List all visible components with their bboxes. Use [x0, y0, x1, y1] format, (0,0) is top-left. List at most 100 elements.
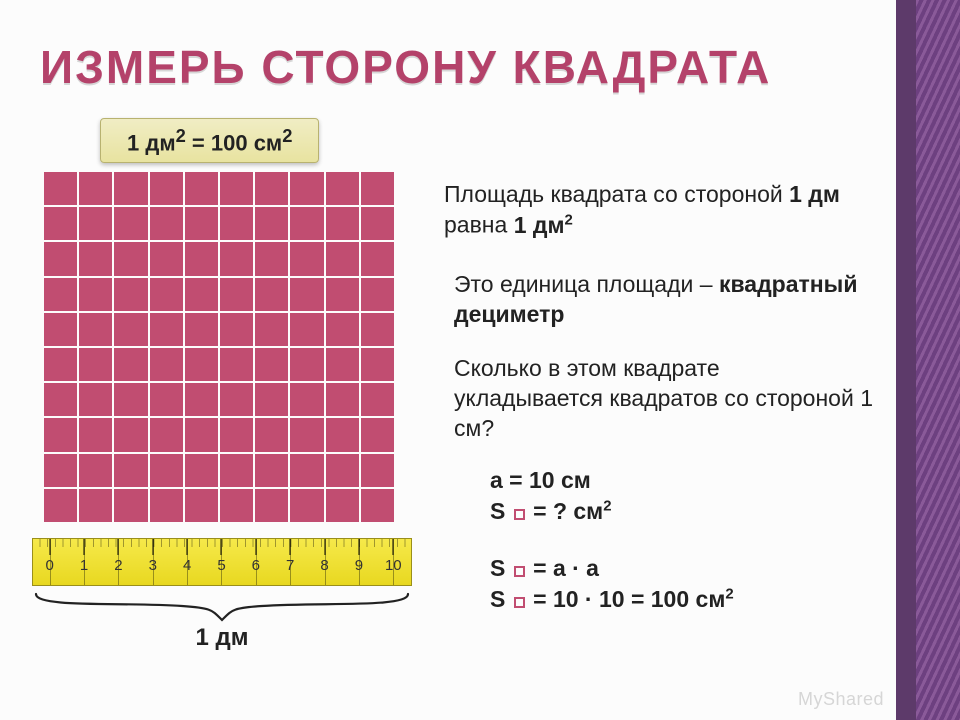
grid-cell: [114, 383, 147, 416]
slide: ИЗМЕРЬ СТОРОНУ КВАДРАТА 1 дм2 = 100 см2 …: [0, 0, 960, 720]
grid-cell: [326, 313, 359, 346]
grid-cell: [79, 313, 112, 346]
grid-cell: [114, 454, 147, 487]
brace: [32, 592, 412, 622]
grid-square: [44, 172, 394, 522]
grid-cell: [185, 172, 218, 205]
grid-cell: [44, 313, 77, 346]
grid-cell: [326, 207, 359, 240]
grid-cell: [79, 207, 112, 240]
grid-cell: [150, 454, 183, 487]
paragraph-2: Это единица площади – квадратный децимет…: [454, 270, 874, 330]
grid-cell: [361, 418, 394, 451]
ruler-segment: 0: [33, 539, 51, 585]
watermark: MyShared: [798, 689, 884, 710]
ruler-segment: 5: [188, 539, 222, 585]
ruler-segment: 2: [85, 539, 119, 585]
ruler: 012345678910: [32, 538, 412, 586]
grid-cell: [255, 454, 288, 487]
grid-cell: [255, 207, 288, 240]
ruler-segment: 10: [360, 539, 394, 585]
grid-cell: [326, 172, 359, 205]
grid-cell: [290, 418, 323, 451]
grid-cell: [255, 489, 288, 522]
grid-cell: [361, 489, 394, 522]
grid-cell: [255, 348, 288, 381]
grid-cell: [79, 454, 112, 487]
grid-cell: [361, 313, 394, 346]
grid-cell: [361, 242, 394, 275]
grid-cell: [326, 278, 359, 311]
paragraph-4: а = 10 смS = ? см2: [490, 466, 850, 526]
grid-cell: [290, 348, 323, 381]
side-stripe-inner: [916, 0, 960, 720]
ruler-segment: 3: [119, 539, 153, 585]
grid-cell: [114, 418, 147, 451]
grid-cell: [44, 172, 77, 205]
paragraph-3: Сколько в этом квадрате укладывается ква…: [454, 354, 874, 444]
grid-cell: [361, 383, 394, 416]
ruler-segment: 8: [291, 539, 325, 585]
paragraph-1: Площадь квадрата со стороной 1 дм равна …: [444, 180, 864, 240]
grid-cell: [255, 383, 288, 416]
grid-cell: [255, 418, 288, 451]
grid-cell: [44, 454, 77, 487]
grid-cell: [150, 348, 183, 381]
grid-cell: [326, 454, 359, 487]
grid-cell: [185, 454, 218, 487]
grid-cell: [150, 383, 183, 416]
grid-cell: [114, 207, 147, 240]
grid-cell: [185, 242, 218, 275]
grid-cell: [44, 489, 77, 522]
ruler-segment: 4: [154, 539, 188, 585]
grid-cell: [114, 313, 147, 346]
grid-cell: [44, 418, 77, 451]
grid-cell: [290, 454, 323, 487]
grid-cell: [290, 207, 323, 240]
ruler-segment: 1: [51, 539, 85, 585]
grid-cell: [361, 278, 394, 311]
grid-cell: [114, 172, 147, 205]
grid-cell: [44, 348, 77, 381]
grid-cell: [185, 489, 218, 522]
grid-cell: [326, 383, 359, 416]
grid-cell: [44, 278, 77, 311]
grid-cell: [150, 278, 183, 311]
grid-cell: [290, 489, 323, 522]
grid-cell: [114, 242, 147, 275]
grid-cell: [361, 348, 394, 381]
grid-cell: [150, 313, 183, 346]
grid-cell: [114, 348, 147, 381]
grid-cell: [79, 278, 112, 311]
grid-cell: [114, 489, 147, 522]
grid-cell: [44, 383, 77, 416]
grid-cell: [150, 207, 183, 240]
grid-cell: [79, 383, 112, 416]
grid-cell: [361, 207, 394, 240]
grid-cell: [44, 207, 77, 240]
grid-cell: [255, 242, 288, 275]
grid-cell: [326, 242, 359, 275]
grid-cell: [79, 418, 112, 451]
ruler-segment: 9: [326, 539, 360, 585]
grid-cell: [150, 172, 183, 205]
grid-cell: [220, 278, 253, 311]
formula-badge: 1 дм2 = 100 см2: [100, 118, 319, 163]
grid-cell: [150, 489, 183, 522]
grid-cell: [255, 278, 288, 311]
grid-cell: [79, 348, 112, 381]
ruler-segment: [394, 539, 411, 585]
grid-cell: [220, 313, 253, 346]
grid-cell: [361, 454, 394, 487]
grid-cell: [255, 313, 288, 346]
grid-cell: [326, 418, 359, 451]
grid-cell: [185, 348, 218, 381]
grid-cell: [290, 242, 323, 275]
grid-cell: [290, 278, 323, 311]
grid-cell: [185, 383, 218, 416]
grid-cell: [290, 313, 323, 346]
ruler-segment: 7: [257, 539, 291, 585]
grid-cell: [220, 454, 253, 487]
grid-cell: [150, 242, 183, 275]
grid-cell: [185, 207, 218, 240]
